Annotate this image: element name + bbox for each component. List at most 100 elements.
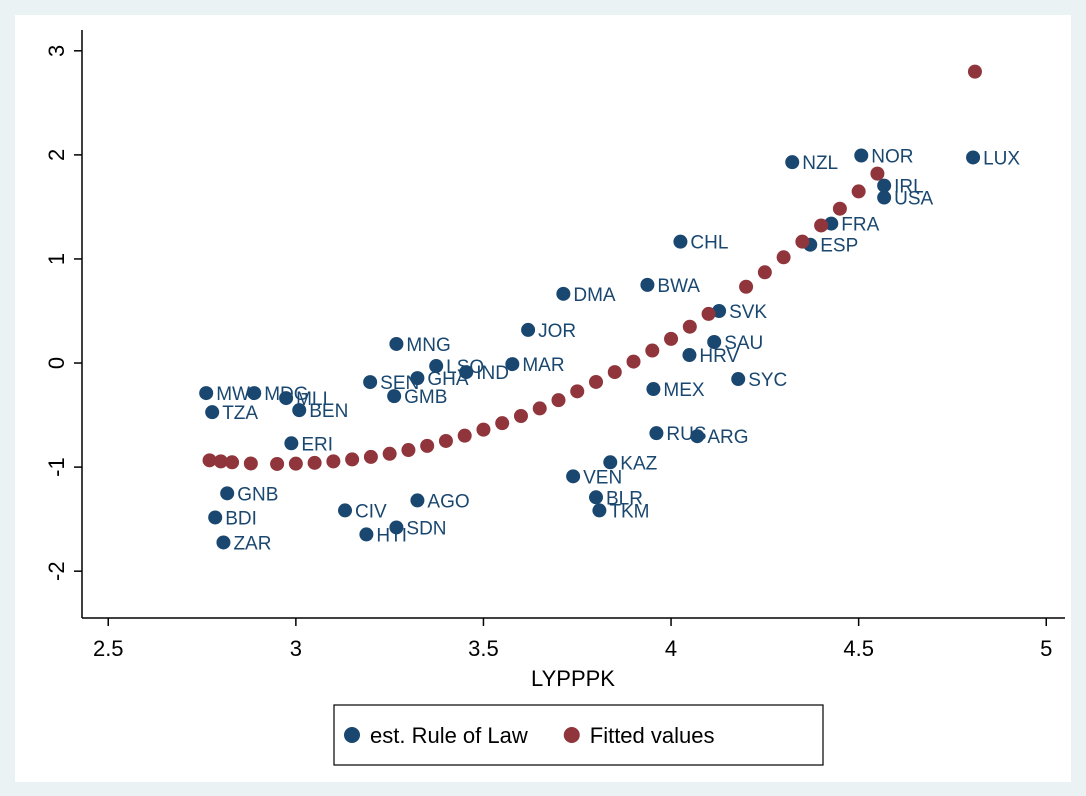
point [270, 456, 285, 471]
point-label: GMB [404, 387, 447, 408]
x-tick-label: 4.5 [843, 636, 874, 661]
point-label: HRV [699, 346, 739, 367]
legend-marker [344, 727, 360, 743]
point [626, 354, 641, 369]
point [603, 455, 618, 470]
point [307, 455, 322, 470]
point-label: ERI [301, 434, 333, 455]
point [966, 150, 981, 165]
point-label: BDI [225, 508, 257, 529]
point-label: MLI [296, 389, 328, 410]
y-tick-label: 3 [44, 45, 69, 57]
point-label: KAZ [620, 453, 657, 474]
point-label: RUS [666, 424, 706, 445]
point-label: SAU [724, 333, 763, 354]
point [410, 493, 425, 508]
point-label: IRL [894, 177, 924, 198]
point [199, 386, 214, 401]
point [338, 503, 353, 518]
point [459, 365, 474, 380]
x-axis-label: LYPPPK [531, 666, 615, 691]
point-label: TZA [222, 403, 258, 424]
point-label: NZL [802, 153, 838, 174]
point [832, 201, 847, 216]
point-label: ARG [707, 427, 748, 448]
point [532, 401, 547, 416]
point [851, 184, 866, 199]
point-label: CHL [690, 233, 728, 254]
point-label: SVK [729, 302, 767, 323]
point-label: IND [476, 363, 509, 384]
point [205, 405, 220, 420]
point [513, 408, 528, 423]
point [664, 331, 679, 346]
point [731, 372, 746, 387]
point [363, 375, 378, 390]
point [345, 452, 360, 467]
point [757, 265, 772, 280]
legend-label: est. Rule of Law [370, 723, 528, 748]
y-tick-label: -1 [44, 457, 69, 477]
point [495, 416, 510, 431]
y-tick-label: 2 [44, 149, 69, 161]
point [284, 436, 299, 451]
point [225, 455, 240, 470]
point [646, 382, 661, 397]
point [589, 490, 604, 505]
point [220, 486, 235, 501]
point-label: GNB [237, 484, 278, 505]
point [410, 371, 425, 386]
x-tick-label: 4 [665, 636, 677, 661]
y-tick-label: 0 [44, 357, 69, 369]
point [279, 391, 294, 406]
point [429, 359, 444, 374]
point-label: BEN [309, 401, 348, 422]
point-label: MAR [522, 355, 564, 376]
point-label: GHA [427, 369, 469, 390]
point [556, 286, 571, 301]
point [216, 535, 231, 550]
point [870, 166, 885, 181]
point [682, 348, 697, 363]
point-label: BLR [606, 488, 643, 509]
point [243, 456, 258, 471]
point [967, 64, 982, 79]
point [640, 277, 655, 292]
point [673, 234, 688, 249]
x-tick-label: 3 [290, 636, 302, 661]
point [551, 393, 566, 408]
point-label: JOR [538, 321, 576, 342]
point [457, 428, 472, 443]
point [682, 319, 697, 334]
point-label: FRA [841, 215, 879, 236]
point-label: TKM [609, 501, 649, 522]
chart-panel [15, 15, 1071, 782]
point [326, 454, 341, 469]
point [521, 322, 536, 337]
point [854, 148, 869, 163]
point [877, 190, 892, 205]
y-tick-label: 1 [44, 253, 69, 265]
point [701, 306, 716, 321]
point [739, 279, 754, 294]
point [707, 335, 722, 350]
x-tick-label: 2.5 [93, 636, 124, 661]
point [476, 422, 491, 437]
point [213, 454, 228, 469]
point [202, 453, 217, 468]
point [438, 433, 453, 448]
point-label: BWA [657, 276, 700, 297]
point [247, 386, 262, 401]
point [592, 503, 607, 518]
point [420, 438, 435, 453]
point-label: SYC [748, 370, 787, 391]
point [776, 250, 791, 265]
point-label: MNG [406, 335, 450, 356]
point [401, 443, 416, 458]
point [690, 429, 705, 444]
point [382, 446, 397, 461]
point [712, 303, 727, 318]
x-tick-label: 5 [1040, 636, 1052, 661]
point [649, 426, 664, 441]
